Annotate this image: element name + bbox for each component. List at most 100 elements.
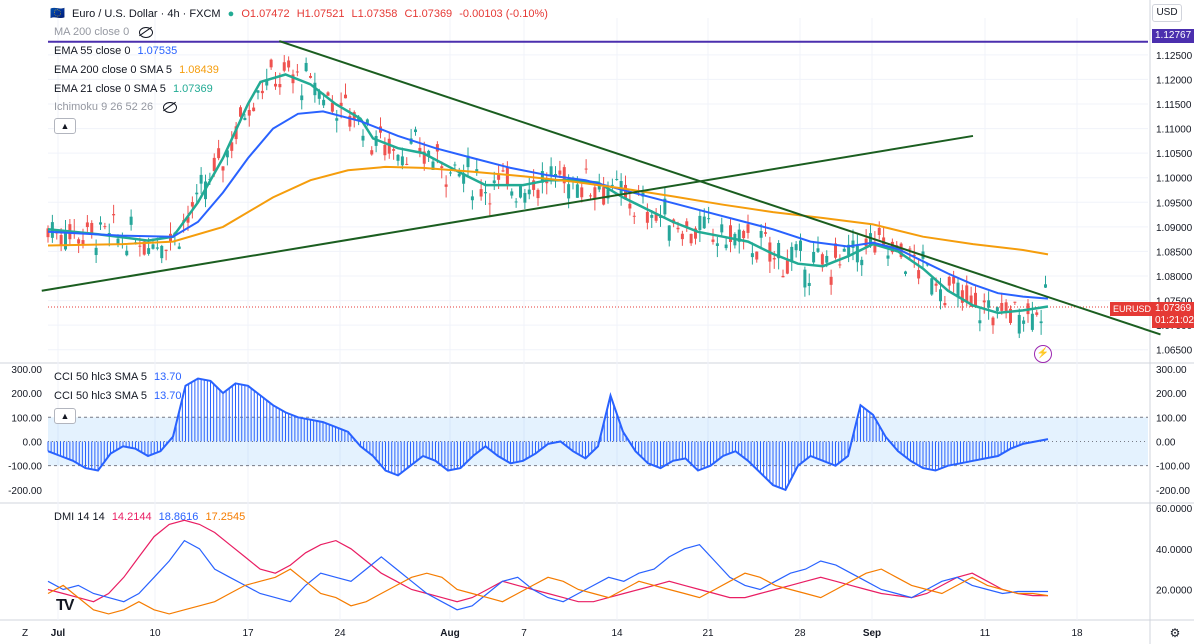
candle-body — [912, 254, 916, 256]
candle-body — [247, 109, 251, 116]
legend-cci-2[interactable]: CCI 50 hlc3 SMA 5 13.70 — [54, 390, 186, 402]
candle-body — [230, 142, 234, 151]
candle-body — [987, 300, 991, 308]
candle-body — [755, 251, 759, 260]
candle-body — [982, 300, 986, 303]
legend-ema21[interactable]: EMA 21 close 0 SMA 5 1.07369 — [54, 83, 217, 95]
candle-body — [422, 151, 426, 164]
candle-body — [431, 161, 435, 170]
time-tick-label: Sep — [863, 628, 881, 639]
series-line-ema-55 — [47, 110, 1049, 300]
candle-body — [575, 184, 579, 198]
candle-body — [785, 260, 789, 274]
candle-body — [904, 271, 907, 274]
candle-body — [383, 144, 387, 156]
dmi-tick-label: 20.0000 — [1156, 585, 1193, 596]
time-tick-label: 21 — [702, 628, 714, 639]
legend-ema200-value: 1.08439 — [179, 64, 219, 76]
candle-body — [457, 173, 461, 177]
candle-body — [405, 163, 409, 165]
legend-ema55[interactable]: EMA 55 close 0 1.07535 — [54, 45, 181, 57]
legend-ema200[interactable]: EMA 200 close 0 SMA 5 1.08439 — [54, 64, 223, 76]
candle-body — [103, 226, 107, 228]
candle-body — [659, 216, 662, 218]
candle-body — [365, 119, 369, 125]
gear-icon[interactable]: ⚙ — [1169, 626, 1181, 640]
cci-tick-label-left: -100.00 — [8, 462, 42, 473]
legend-ma200[interactable]: MA 200 close 0 — [54, 26, 157, 38]
cci-value: 13.70 — [154, 371, 182, 383]
candle-body — [978, 320, 982, 324]
hline-price-tag: 1.12767 — [1152, 29, 1194, 43]
candle-body — [466, 155, 470, 168]
candle-body — [142, 241, 146, 255]
symbol-title: Euro / U.S. Dollar · 4h · FXCM — [72, 8, 221, 20]
legend-ema21-value: 1.07369 — [172, 83, 213, 95]
cci-tick-label: 300.00 — [1156, 365, 1187, 376]
candle-body — [99, 222, 102, 225]
time-tick-label: 10 — [149, 628, 161, 639]
candle-body — [532, 180, 536, 190]
candle-body — [995, 307, 999, 311]
status-dot-icon: ● — [227, 8, 235, 20]
candle-body — [138, 245, 142, 247]
candle-body — [291, 74, 295, 84]
candle-body — [816, 248, 820, 252]
candle-body — [470, 196, 474, 201]
candle-body — [925, 264, 929, 266]
trendline — [278, 40, 1161, 336]
legend-ema200-label: EMA 200 close 0 SMA 5 — [54, 64, 173, 76]
price-tick-label: 1.11500 — [1156, 100, 1192, 111]
candle-body — [869, 233, 872, 247]
candle-body — [694, 228, 697, 239]
collapse-legend-button[interactable]: ▲ — [54, 118, 76, 134]
candle-body — [702, 216, 706, 229]
hidden-eye-icon[interactable] — [139, 26, 154, 38]
candle-body — [274, 83, 277, 87]
cci-value: 13.70 — [154, 390, 182, 402]
candle-body — [777, 243, 781, 259]
legend-cci-1[interactable]: CCI 50 hlc3 SMA 5 13.70 — [54, 371, 186, 383]
candle-body — [256, 90, 260, 93]
candle-body — [628, 203, 632, 209]
hidden-eye-icon[interactable] — [163, 101, 178, 113]
cci-tick-label: -100.00 — [1156, 462, 1190, 473]
candle-body — [764, 232, 767, 234]
candle-body — [492, 180, 496, 184]
cci-tick-label: 0.00 — [1156, 437, 1176, 448]
candle-body — [444, 184, 448, 187]
candle-body — [59, 235, 63, 246]
cci-tick-label-left: 100.00 — [11, 413, 42, 424]
collapse-cci-button[interactable]: ▲ — [54, 408, 76, 424]
cci-tick-label-left: -200.00 — [8, 486, 42, 497]
candle-body — [746, 224, 750, 233]
legend-ichimoku[interactable]: Ichimoku 9 26 52 26 — [54, 101, 181, 113]
candle-body — [370, 150, 374, 155]
candle-body — [1030, 313, 1034, 330]
time-tick-label: 28 — [794, 628, 806, 639]
price-tick-label: 1.09500 — [1156, 198, 1193, 209]
price-tick-label: 1.12000 — [1156, 75, 1193, 86]
candle-body — [934, 283, 938, 286]
candle-body — [952, 276, 956, 284]
legend-dmi[interactable]: DMI 14 14 14.2144 18.8616 17.2545 — [54, 511, 249, 523]
price-tick-label: 1.08500 — [1156, 247, 1193, 258]
time-tick-label: Aug — [440, 628, 459, 639]
candle-body — [1013, 301, 1017, 303]
candle-body — [1035, 312, 1039, 315]
candle-body — [125, 250, 129, 256]
candle-body — [440, 166, 444, 169]
currency-selector[interactable]: USD — [1152, 4, 1182, 22]
candle-body — [344, 94, 347, 99]
candle-body — [707, 218, 711, 220]
cci-tick-label: -200.00 — [1156, 486, 1190, 497]
lightning-icon[interactable]: ⚡ — [1034, 345, 1052, 363]
candle-body — [81, 240, 85, 246]
candle-body — [877, 227, 881, 235]
candle-body — [287, 60, 291, 68]
candle-body — [908, 248, 912, 250]
dmi-minus-di-value: 17.2545 — [205, 511, 246, 523]
cci-series — [47, 377, 1049, 492]
current-price-tag: 1.07369 01:21:02 — [1152, 302, 1194, 328]
